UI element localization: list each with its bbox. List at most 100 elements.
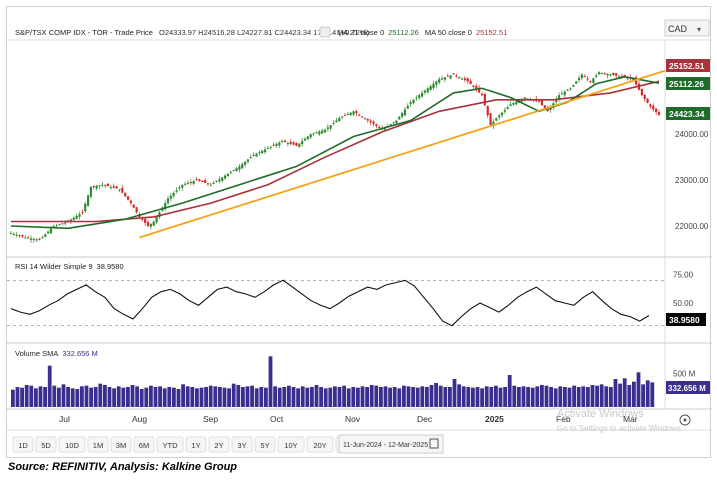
range-button[interactable]: [156, 436, 184, 453]
volume-bar: [153, 387, 158, 407]
volume-bar: [126, 387, 130, 407]
candle-body: [27, 237, 30, 239]
candle-body: [106, 183, 110, 187]
header-line: S&P/TSX COMP IDX - TOR - Trade Price O243…: [15, 28, 369, 37]
candle-body: [375, 124, 378, 126]
ma50-label: MA 50 close 0: [425, 28, 472, 37]
candle-body: [572, 84, 575, 87]
volume-bar: [43, 387, 47, 407]
candle-body: [98, 185, 101, 187]
volume-bar: [618, 383, 622, 407]
candle-body: [426, 88, 429, 93]
volume-bar: [590, 385, 595, 407]
candle-body: [215, 181, 218, 183]
volume-bar: [406, 386, 411, 407]
rsi-value: 38.9580: [97, 262, 124, 271]
candle-body: [144, 218, 147, 223]
range-button-label: 10Y: [284, 441, 297, 450]
volume-bar: [475, 387, 480, 407]
range-button[interactable]: [231, 436, 253, 453]
candle-body: [44, 234, 47, 237]
candle-body: [575, 81, 578, 84]
candle-body: [278, 142, 281, 146]
currency-select[interactable]: [664, 19, 710, 37]
time-axis[interactable]: Jul Aug Sep Oct Nov Dec 2025 Feb Mar: [59, 414, 638, 424]
volume-bar: [544, 385, 549, 407]
volume-bar: [47, 365, 52, 407]
volume-bar: [374, 385, 379, 407]
candle-body: [221, 177, 224, 181]
range-button[interactable]: [35, 436, 57, 453]
candle-body: [500, 112, 504, 116]
currency-label: CAD: [668, 24, 688, 34]
chart-canvas[interactable]: S&P/TSX COMP IDX - TOR - Trade Price O243…: [7, 7, 712, 459]
candle-body: [509, 104, 512, 106]
candle-body: [358, 114, 361, 116]
candle-body: [109, 187, 113, 189]
rsi-label: RSI 14 Wilder Simple 9: [15, 262, 93, 271]
candle-body: [166, 198, 170, 204]
range-button[interactable]: [277, 436, 305, 453]
volume-panel[interactable]: 500 M: [11, 356, 696, 407]
range-button[interactable]: [87, 436, 109, 453]
range-button[interactable]: [110, 436, 132, 453]
date-range-picker[interactable]: [338, 434, 444, 454]
volume-bar: [622, 378, 627, 407]
settings-icon[interactable]: [679, 414, 691, 426]
volume-bar: [218, 387, 222, 407]
candle-body: [546, 107, 549, 112]
candle-body: [47, 231, 50, 234]
volume-bar: [52, 385, 57, 407]
range-button[interactable]: [208, 436, 230, 453]
candle-body: [540, 100, 544, 106]
rsi-panel[interactable]: 50.00 75.00: [7, 271, 694, 327]
candle-body: [346, 114, 349, 116]
candle-body: [64, 222, 67, 224]
candle-body: [175, 190, 178, 192]
range-button[interactable]: [12, 436, 34, 453]
candle-body: [443, 77, 447, 80]
candle-body: [361, 116, 364, 118]
candle-body: [229, 171, 232, 173]
candle-body: [301, 141, 304, 145]
candle-body: [335, 120, 338, 123]
range-button[interactable]: [185, 436, 207, 453]
rsi-value-tag: [666, 313, 706, 326]
candle-body: [478, 87, 481, 93]
range-button[interactable]: [306, 436, 334, 453]
volume-bar: [535, 386, 540, 407]
time-tick-label: Jul: [59, 414, 70, 424]
range-button[interactable]: [254, 436, 276, 453]
candle-body: [241, 164, 244, 169]
volume-bar: [466, 387, 471, 407]
range-button-label: 6M: [139, 441, 149, 450]
price-panel[interactable]: 22000.00 23000.00 24000.00: [9, 69, 709, 244]
volume-bar: [130, 385, 135, 407]
range-button[interactable]: [58, 436, 86, 453]
candle-body: [378, 126, 381, 128]
candle-body: [435, 81, 438, 85]
candle-body: [472, 85, 475, 87]
candle-body: [149, 223, 152, 227]
volume-bar: [296, 388, 300, 407]
volume-bar: [310, 387, 314, 407]
candle-body: [489, 113, 492, 126]
volume-bar: [636, 372, 641, 407]
range-button[interactable]: [133, 436, 155, 453]
ma-legend: MA 21 close 0 25112.26 MA 50 close 0 25152.…: [337, 28, 507, 37]
candle-body: [403, 109, 407, 116]
volume-bar: [650, 382, 655, 407]
trendline[interactable]: [139, 69, 666, 239]
volume-bar: [135, 386, 139, 407]
candle-body: [201, 180, 204, 182]
volume-bar: [98, 383, 103, 407]
volume-bar: [351, 387, 356, 407]
eye-icon[interactable]: [319, 26, 331, 38]
volume-bar: [144, 387, 149, 407]
candle-body: [398, 116, 401, 120]
candle-body: [275, 143, 278, 146]
candle-body: [9, 232, 13, 234]
candle-body: [84, 203, 87, 212]
candle-body: [112, 186, 115, 188]
volume-bar: [75, 389, 80, 407]
